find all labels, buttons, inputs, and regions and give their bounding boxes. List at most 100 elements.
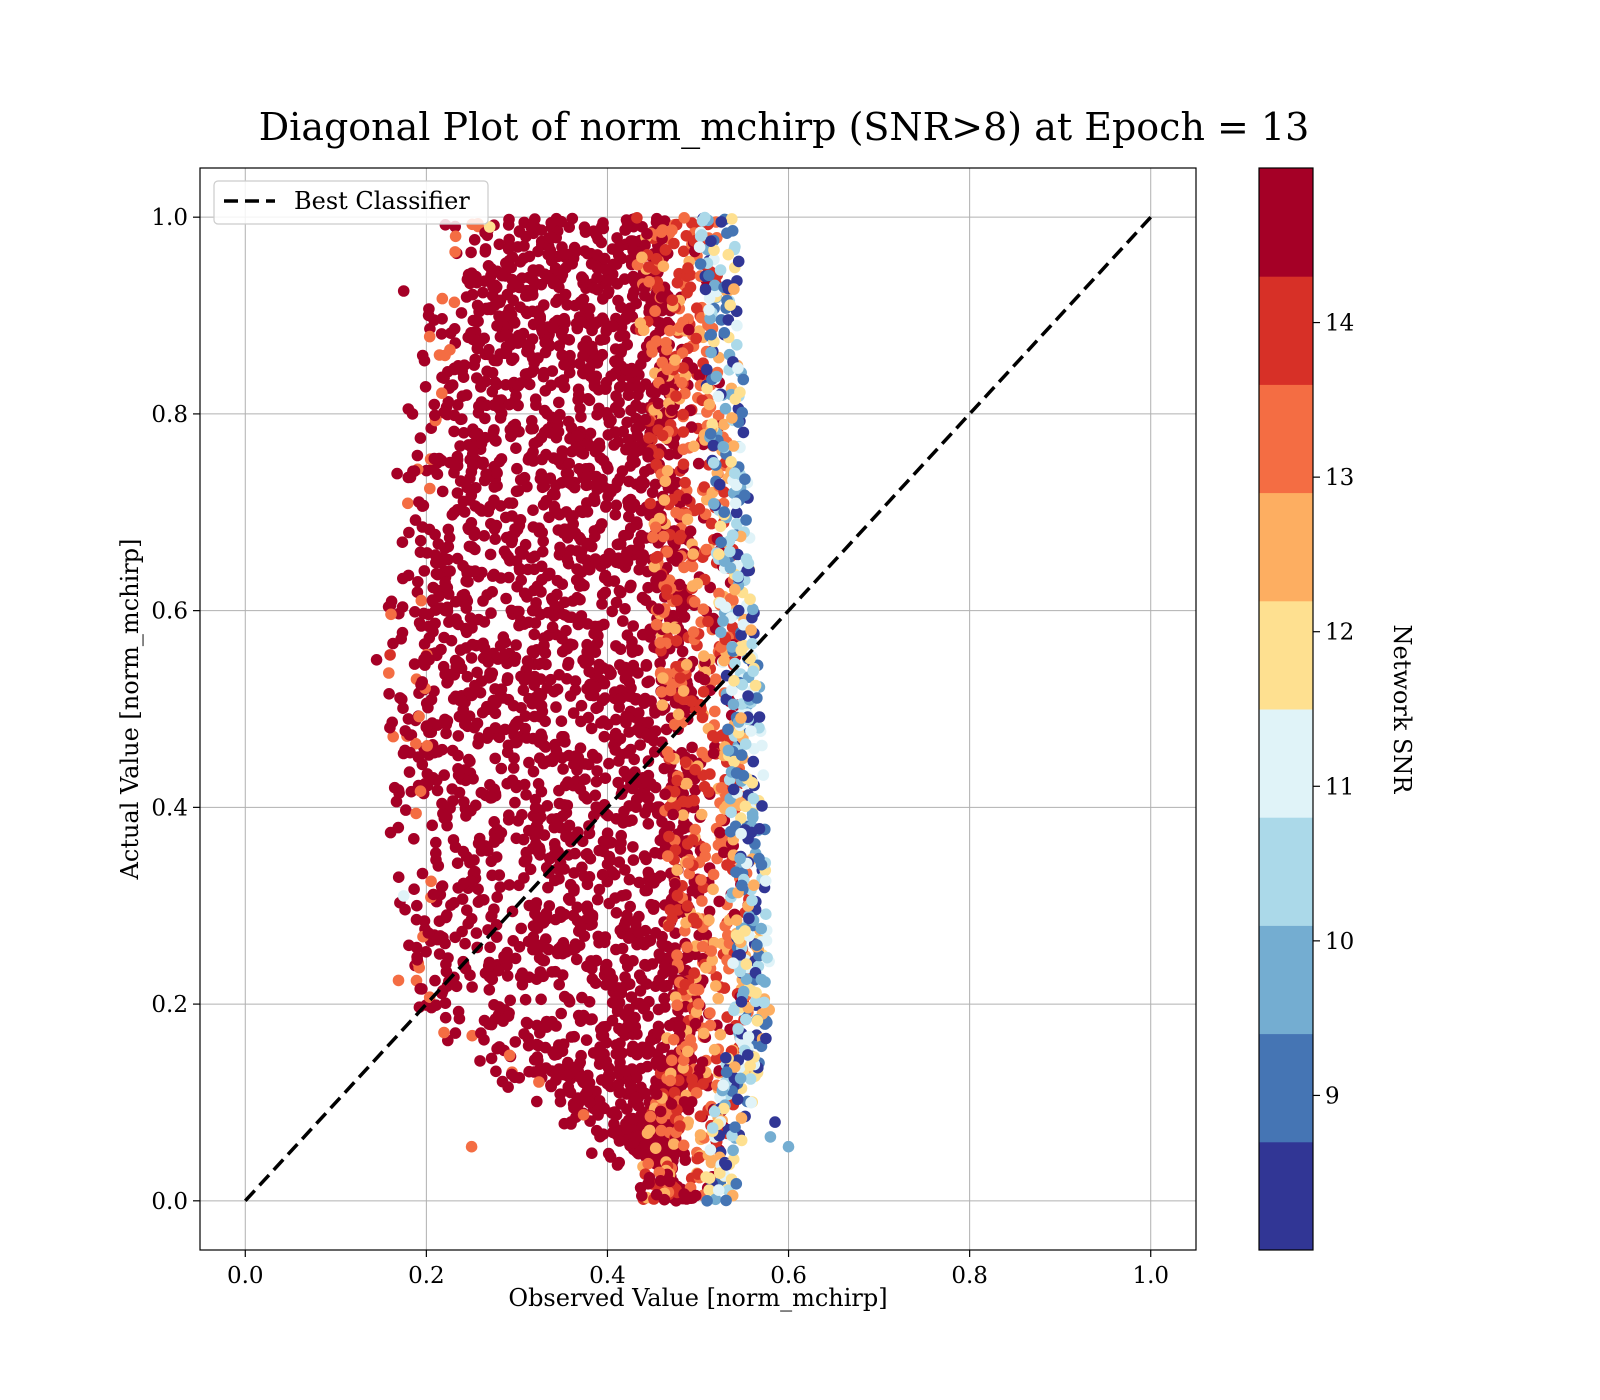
data-point [740, 1013, 752, 1026]
data-point [529, 393, 542, 406]
data-point [510, 442, 522, 455]
data-point [583, 303, 596, 315]
data-point [644, 1045, 656, 1057]
data-point [706, 418, 718, 430]
data-point [438, 372, 450, 385]
data-point [553, 797, 566, 810]
data-point [682, 857, 694, 869]
data-point [557, 763, 569, 775]
data-point [522, 340, 534, 352]
data-point [717, 615, 729, 627]
data-point [403, 526, 415, 539]
data-point [614, 643, 627, 655]
data-point [583, 827, 596, 840]
data-point [508, 1071, 521, 1084]
data-point [479, 375, 492, 388]
data-point [603, 897, 615, 910]
data-point [583, 362, 596, 374]
data-point [545, 217, 557, 229]
data-point [482, 260, 495, 272]
data-point [383, 688, 395, 700]
data-point [639, 958, 651, 971]
data-point [483, 221, 496, 233]
data-point [541, 408, 553, 420]
data-point [429, 528, 441, 541]
data-point [720, 1052, 732, 1064]
data-point [569, 299, 581, 312]
data-point [654, 324, 666, 337]
data-point [523, 378, 536, 391]
data-point [629, 694, 642, 706]
data-point [575, 546, 588, 558]
data-point [488, 399, 500, 412]
data-point [572, 1092, 584, 1104]
data-point [540, 1021, 553, 1033]
data-point [677, 693, 690, 706]
data-point [670, 799, 682, 812]
data-point [409, 514, 422, 526]
x-tick-label: 0.0 [227, 1263, 264, 1289]
data-point [433, 948, 446, 960]
best-classifier-line [243, 215, 1153, 1203]
data-point [613, 396, 625, 409]
data-point [638, 1001, 651, 1014]
data-point [666, 493, 679, 506]
data-point [732, 1023, 744, 1035]
data-point [664, 684, 677, 697]
data-point [662, 850, 674, 862]
data-point [458, 359, 471, 372]
data-point [564, 894, 576, 906]
data-point [539, 1041, 552, 1054]
data-point [642, 866, 655, 879]
data-point [713, 548, 725, 560]
data-point [565, 527, 578, 540]
data-point [430, 836, 442, 849]
data-point [425, 875, 437, 888]
data-point [563, 996, 576, 1008]
data-point [507, 427, 519, 440]
data-point [644, 497, 657, 510]
data-point [490, 378, 503, 391]
data-point [622, 932, 635, 944]
data-point [649, 781, 662, 794]
data-point [535, 560, 548, 573]
data-point [659, 244, 672, 256]
data-point [521, 307, 533, 320]
data-point [705, 235, 717, 247]
data-point [553, 978, 565, 991]
data-point [684, 1191, 696, 1204]
data-point [542, 248, 554, 261]
data-point [669, 354, 681, 366]
y-axis-ticks: 0.0 0.2 0.4 0.6 0.8 1.0 [151, 205, 200, 1215]
data-point [555, 215, 568, 228]
data-point [755, 973, 768, 986]
data-point [627, 1040, 639, 1053]
chart-title: Diagonal Plot of norm_mchirp (SNR>8) at … [259, 105, 1310, 150]
data-point [444, 565, 456, 577]
data-point [559, 248, 571, 260]
data-point [556, 349, 568, 361]
colorbar-segment [1259, 1141, 1313, 1251]
data-point [597, 1128, 610, 1140]
data-point [572, 752, 585, 764]
data-point [606, 979, 619, 991]
data-point [681, 900, 694, 912]
data-point [730, 1178, 743, 1190]
data-point [707, 730, 719, 742]
data-point [718, 327, 731, 339]
data-point [456, 694, 469, 707]
data-point [553, 396, 565, 409]
data-point [642, 1157, 654, 1170]
data-point [523, 824, 535, 837]
data-point [468, 234, 481, 246]
data-point [751, 692, 763, 704]
data-point [671, 774, 683, 787]
data-point [715, 813, 727, 826]
data-point [613, 406, 626, 419]
data-point [458, 427, 470, 439]
data-point [538, 954, 551, 967]
data-point [630, 1091, 642, 1104]
data-point [714, 520, 727, 533]
data-point [444, 344, 456, 356]
data-point [443, 616, 455, 628]
